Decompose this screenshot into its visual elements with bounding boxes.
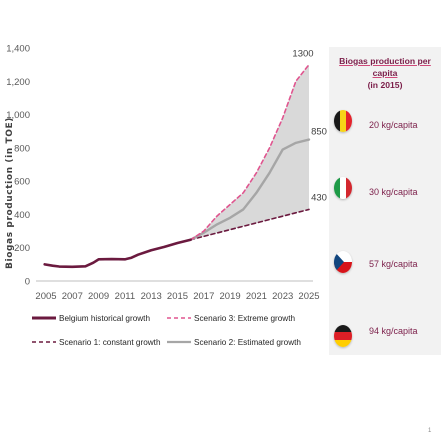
italy-per-capita: 30 kg/capita <box>369 187 418 197</box>
series-line-scenario-2-estimated-growth <box>189 138 311 241</box>
germany-per-capita: 94 kg/capita <box>369 326 418 336</box>
czech-per-capita: 57 kg/capita <box>369 259 418 269</box>
x-tick-label: 2011 <box>115 291 135 302</box>
y-tick-label: 200 <box>14 243 30 254</box>
series-line-scenario-3-extreme-growth <box>189 63 310 241</box>
legend-label-constant: Scenario 1: constant growth <box>59 338 161 347</box>
x-tick-label: 2007 <box>62 291 83 302</box>
czech-flag-icon <box>334 251 352 273</box>
belgium-per-capita: 20 kg/capita <box>369 120 418 130</box>
scenario-range-band <box>190 64 309 240</box>
legend-label-historical: Belgium historical growth <box>59 314 150 323</box>
y-tick-label: 400 <box>14 210 30 221</box>
end-value-label: 850 <box>311 127 327 138</box>
x-tick-label: 2015 <box>167 291 188 302</box>
belgium-flag-icon <box>334 110 352 132</box>
y-axis-label: Biogas production (in TOE) <box>5 117 15 269</box>
panel-title: Biogas production per capita (in 2015) <box>329 55 441 91</box>
end-value-label: 430 <box>311 192 327 203</box>
x-tick-label: 2021 <box>246 291 267 302</box>
per-capita-panel: Biogas production per capita (in 2015) 2… <box>329 47 441 355</box>
panel-title-line2: (in 2015) <box>367 80 403 90</box>
germany-flag-icon <box>334 325 352 347</box>
y-tick-label: 600 <box>14 177 30 188</box>
x-tick-label: 2009 <box>88 291 109 302</box>
x-tick-label: 2025 <box>298 291 319 302</box>
y-tick-label: 1,000 <box>6 110 30 121</box>
y-tick-label: 800 <box>14 143 30 154</box>
legend: Belgium historical growth Scenario 3: Ex… <box>32 314 301 347</box>
series-line-scenario-1-constant-growth <box>189 208 310 241</box>
x-tick-label: 2005 <box>35 291 56 302</box>
y-tick-label: 1,400 <box>6 44 30 55</box>
legend-label-extreme: Scenario 3: Extreme growth <box>194 314 295 323</box>
legend-label-estimated: Scenario 2: Estimated growth <box>194 338 301 347</box>
panel-title-line1: Biogas production per capita <box>339 56 431 78</box>
x-tick-label: 2023 <box>272 291 293 302</box>
x-tick-label: 2017 <box>193 291 214 302</box>
italy-flag-icon <box>334 177 352 199</box>
x-tick-label: 2013 <box>141 291 162 302</box>
y-tick-label: 0 <box>25 277 30 288</box>
end-value-label: 1300 <box>292 49 313 60</box>
x-tick-label: 2019 <box>220 291 241 302</box>
series-line-belgium-historical-growth <box>43 238 192 269</box>
page-number: 1 <box>428 428 432 434</box>
y-tick-label: 1,200 <box>6 77 30 88</box>
